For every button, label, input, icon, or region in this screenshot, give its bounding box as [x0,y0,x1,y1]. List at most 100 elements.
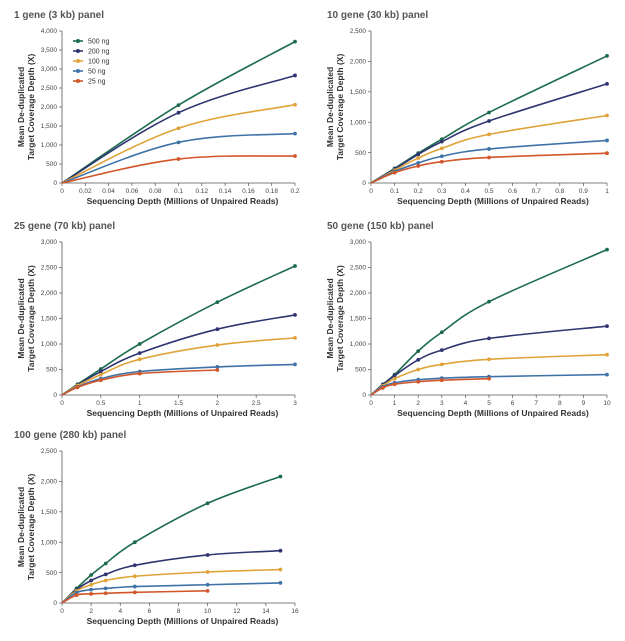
data-point [293,362,297,367]
panel-4: 50 gene (150 kb) panel 0 1 2 3 4 5 6 7 8 9 10 0 500 1,… [325,221,611,418]
data-point [132,590,137,595]
x-tick-label: 2 [89,608,93,615]
y-tick-label: 2,500 [350,28,367,35]
y-tick-label: 1,000 [41,142,58,149]
x-tick-label: 0.8 [555,188,564,195]
data-point [380,385,385,390]
data-point [103,591,108,596]
x-tick-label: 14 [262,608,270,615]
x-tick-label: 0.06 [126,188,139,195]
y-axis-label-line: Target Coverage Depth (X) [335,54,345,161]
data-point [89,578,94,583]
panel-title: 50 gene (150 kb) panel [327,221,434,232]
data-point [176,103,181,107]
y-axis-label-line: Mean De-duplicated [16,67,26,147]
x-tick-label: 0.5 [484,188,493,195]
y-tick-label: 500 [46,367,57,374]
data-point [103,586,108,591]
panel-title: 25 gene (70 kb) panel [14,221,115,232]
series-line-2 [61,314,296,396]
data-point [215,368,220,372]
data-point [98,372,103,377]
data-point [392,382,397,387]
data-point [605,324,609,329]
data-point [605,81,609,86]
data-point [89,587,94,592]
data-point [605,352,609,357]
data-point [215,343,220,347]
data-point [205,570,210,574]
data-point [137,371,142,376]
y-tick-label: 1,000 [350,119,367,126]
data-point [487,336,491,341]
x-axis-label: Sequencing Depth (Millions of Unpaired R… [87,196,279,206]
y-axis-label: Mean De-duplicatedTarget Coverage Depth … [16,265,36,372]
y-tick-label: 0 [362,180,366,187]
y-axis-label-line: Mean De-duplicated [325,67,335,147]
x-tick-label: 0.5 [96,400,105,407]
data-point [278,567,283,572]
legend-swatch-dot [76,69,80,73]
x-tick-label: 1 [138,400,142,407]
y-axis-label-line: Target Coverage Depth (X) [335,265,345,372]
data-point [103,578,108,583]
x-axis-label: Sequencing Depth (Millions of Unpaired R… [397,196,589,206]
data-point [416,164,421,168]
series-line-3 [61,337,296,396]
y-tick-label: 1,500 [41,509,58,516]
y-tick-label: 2,500 [41,448,58,455]
x-tick-label: 0.04 [102,188,115,195]
y-tick-label: 500 [355,367,366,374]
data-point [392,373,397,378]
y-axis-label: Mean De-duplicatedTarget Coverage Depth … [16,474,36,581]
x-tick-label: 0.16 [242,188,255,195]
data-point [278,474,283,479]
data-point [293,313,297,317]
x-tick-label: 5 [487,400,491,407]
x-tick-label: 0.18 [265,188,278,195]
y-tick-label: 0 [53,180,57,187]
x-tick-label: 2 [216,400,220,407]
x-tick-label: 0.3 [437,188,446,195]
x-tick-label: 0.9 [579,188,588,195]
x-tick-label: 4 [464,400,468,407]
data-point [205,582,210,587]
data-point [293,39,297,44]
data-point [137,351,142,356]
legend-label: 100 ng [88,58,110,65]
data-point [439,139,444,144]
data-point [439,348,444,353]
data-point [439,330,444,335]
data-point [205,501,210,506]
y-tick-label: 2,500 [350,265,367,272]
panel-title: 10 gene (30 kb) panel [327,10,428,21]
data-point [605,372,609,377]
data-point [293,131,297,136]
x-tick-label: 1 [393,400,397,407]
data-point [278,548,283,553]
data-point [74,593,79,597]
x-tick-label: 2.5 [252,400,261,407]
legend-swatch-dot [76,39,80,43]
y-axis-label-line: Target Coverage Depth (X) [26,265,36,372]
y-axis-label-line: Target Coverage Depth (X) [26,474,36,581]
y-tick-label: 2,500 [41,85,58,92]
data-point [439,362,444,367]
data-point [416,152,421,157]
y-tick-label: 0 [362,392,366,399]
x-tick-label: 0.2 [290,188,299,195]
x-tick-label: 0 [60,608,64,615]
data-point [605,54,609,58]
y-tick-label: 500 [46,570,57,577]
y-axis-label-line: Target Coverage Depth (X) [26,54,36,161]
x-tick-label: 1 [605,188,609,195]
y-axis-label: Mean De-duplicatedTarget Coverage Depth … [325,265,345,372]
legend-swatch-dot [76,59,80,63]
data-point [439,154,444,159]
y-tick-label: 3,000 [350,239,367,246]
panel-title: 100 gene (280 kb) panel [14,430,126,441]
y-axis-label-line: Mean De-duplicated [16,487,26,567]
legend-label: 500 ng [88,38,110,45]
y-tick-label: 1,000 [41,539,58,546]
data-point [392,170,397,175]
